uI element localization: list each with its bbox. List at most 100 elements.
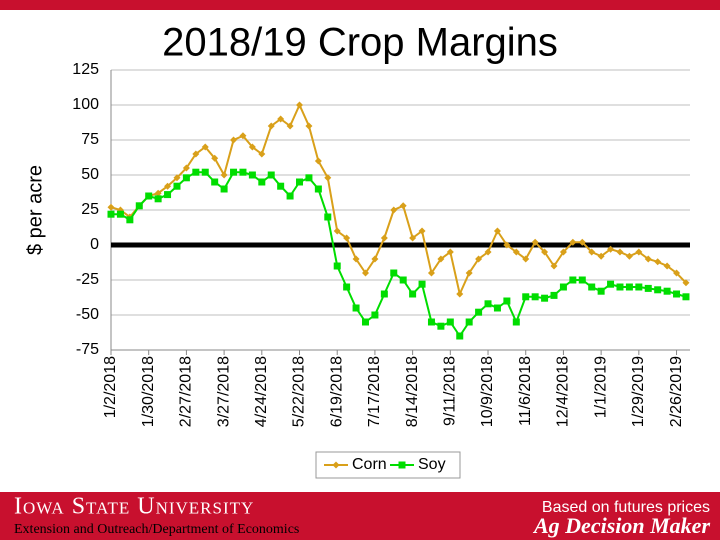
soy-marker xyxy=(484,300,492,308)
corn-marker xyxy=(484,248,492,256)
soy-marker xyxy=(371,311,379,319)
corn-marker xyxy=(296,101,304,109)
soy-marker xyxy=(267,171,275,179)
brand: Ag Decision Maker xyxy=(532,513,710,538)
x-tick-label: 9/11/2018 xyxy=(442,356,459,426)
soy-marker xyxy=(173,182,181,190)
corn-marker xyxy=(164,182,172,190)
soy-marker xyxy=(352,304,360,312)
corn-marker xyxy=(475,255,483,263)
y-tick-label: 100 xyxy=(72,96,99,113)
soy-marker xyxy=(663,287,671,295)
corn-marker xyxy=(305,122,313,130)
corn-marker xyxy=(371,255,379,263)
corn-marker xyxy=(522,255,530,263)
soy-marker xyxy=(324,213,332,221)
series-line xyxy=(110,102,687,298)
corn-marker xyxy=(559,248,567,256)
soy-marker xyxy=(465,318,473,326)
corn-marker xyxy=(314,157,322,165)
soy-marker xyxy=(343,283,351,291)
corn-marker xyxy=(550,262,558,270)
footer-bar xyxy=(0,492,720,540)
soy-marker xyxy=(512,318,520,326)
soy-marker xyxy=(399,276,407,284)
corn-marker xyxy=(569,238,577,246)
y-tick-label: 0 xyxy=(90,236,99,253)
corn-marker xyxy=(673,269,681,277)
corn-marker xyxy=(588,248,596,256)
corn-marker xyxy=(427,269,435,277)
corn-marker xyxy=(446,248,454,256)
corn-marker xyxy=(332,461,340,469)
soy-marker xyxy=(607,280,615,288)
soy-marker xyxy=(682,293,690,301)
y-axis-label: $ per acre xyxy=(24,165,46,255)
soy-marker xyxy=(522,293,530,301)
chart-title: 2018/19 Crop Margins xyxy=(162,21,558,65)
corn-marker xyxy=(201,143,209,151)
y-tick-label: -50 xyxy=(76,306,99,323)
corn-marker xyxy=(267,122,275,130)
soy-marker xyxy=(277,182,285,190)
corn-marker xyxy=(654,258,662,266)
corn-marker xyxy=(258,150,266,158)
soy-marker xyxy=(286,192,294,200)
soy-marker xyxy=(475,308,483,316)
soy-marker xyxy=(625,283,633,291)
corn-marker xyxy=(493,227,501,235)
corn-marker xyxy=(107,203,115,211)
soy-marker xyxy=(220,185,228,193)
legend-label: Soy xyxy=(418,456,446,473)
corn-marker xyxy=(248,143,256,151)
corn-marker xyxy=(644,255,652,263)
corn-marker xyxy=(578,238,586,246)
corn-marker xyxy=(333,227,341,235)
corn-marker xyxy=(230,136,238,144)
soy-marker xyxy=(427,318,435,326)
corn-marker xyxy=(399,202,407,210)
y-tick-label: 75 xyxy=(81,131,99,148)
corn-marker xyxy=(531,238,539,246)
legend-label: Corn xyxy=(352,456,387,473)
soy-marker xyxy=(126,216,134,224)
soy-marker xyxy=(569,276,577,284)
corn-marker xyxy=(682,279,690,287)
university-name: Iowa State University xyxy=(14,494,254,520)
corn-marker xyxy=(418,227,426,235)
soy-marker xyxy=(135,202,143,210)
corn-marker xyxy=(503,241,511,249)
soy-marker xyxy=(380,290,388,298)
soy-marker xyxy=(503,297,511,305)
corn-marker xyxy=(286,122,294,130)
soy-marker xyxy=(258,178,266,186)
corn-marker xyxy=(192,150,200,158)
soy-marker xyxy=(230,168,238,176)
soy-marker xyxy=(654,286,662,294)
corn-marker xyxy=(541,248,549,256)
corn-marker xyxy=(635,248,643,256)
corn-marker xyxy=(390,206,398,214)
x-tick-label: 7/17/2018 xyxy=(366,356,383,427)
y-tick-label: -25 xyxy=(76,271,99,288)
corn-marker xyxy=(154,189,162,197)
corn-marker xyxy=(663,262,671,270)
soy-marker xyxy=(635,283,643,291)
x-tick-label: 2/27/2018 xyxy=(178,356,195,427)
soy-marker xyxy=(597,287,605,295)
corn-marker xyxy=(616,248,624,256)
corn-marker xyxy=(220,171,228,179)
x-tick-label: 1/29/2019 xyxy=(630,356,647,427)
soy-marker xyxy=(333,262,341,270)
corn-marker xyxy=(512,248,520,256)
y-tick-label: 25 xyxy=(81,201,99,218)
soy-marker xyxy=(550,291,558,299)
soy-marker xyxy=(673,290,681,298)
corn-marker xyxy=(343,234,351,242)
soy-marker xyxy=(107,210,115,218)
soy-marker xyxy=(578,276,586,284)
corn-marker xyxy=(277,115,285,123)
x-tick-label: 1/1/2019 xyxy=(592,356,609,418)
soy-marker xyxy=(437,322,445,330)
